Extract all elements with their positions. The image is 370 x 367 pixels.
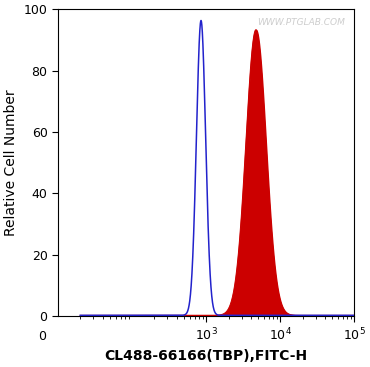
Text: 0: 0 bbox=[38, 330, 46, 343]
Y-axis label: Relative Cell Number: Relative Cell Number bbox=[4, 90, 18, 236]
Text: WWW.PTGLAB.COM: WWW.PTGLAB.COM bbox=[258, 18, 346, 28]
X-axis label: CL488-66166(TBP),FITC-H: CL488-66166(TBP),FITC-H bbox=[105, 349, 308, 363]
